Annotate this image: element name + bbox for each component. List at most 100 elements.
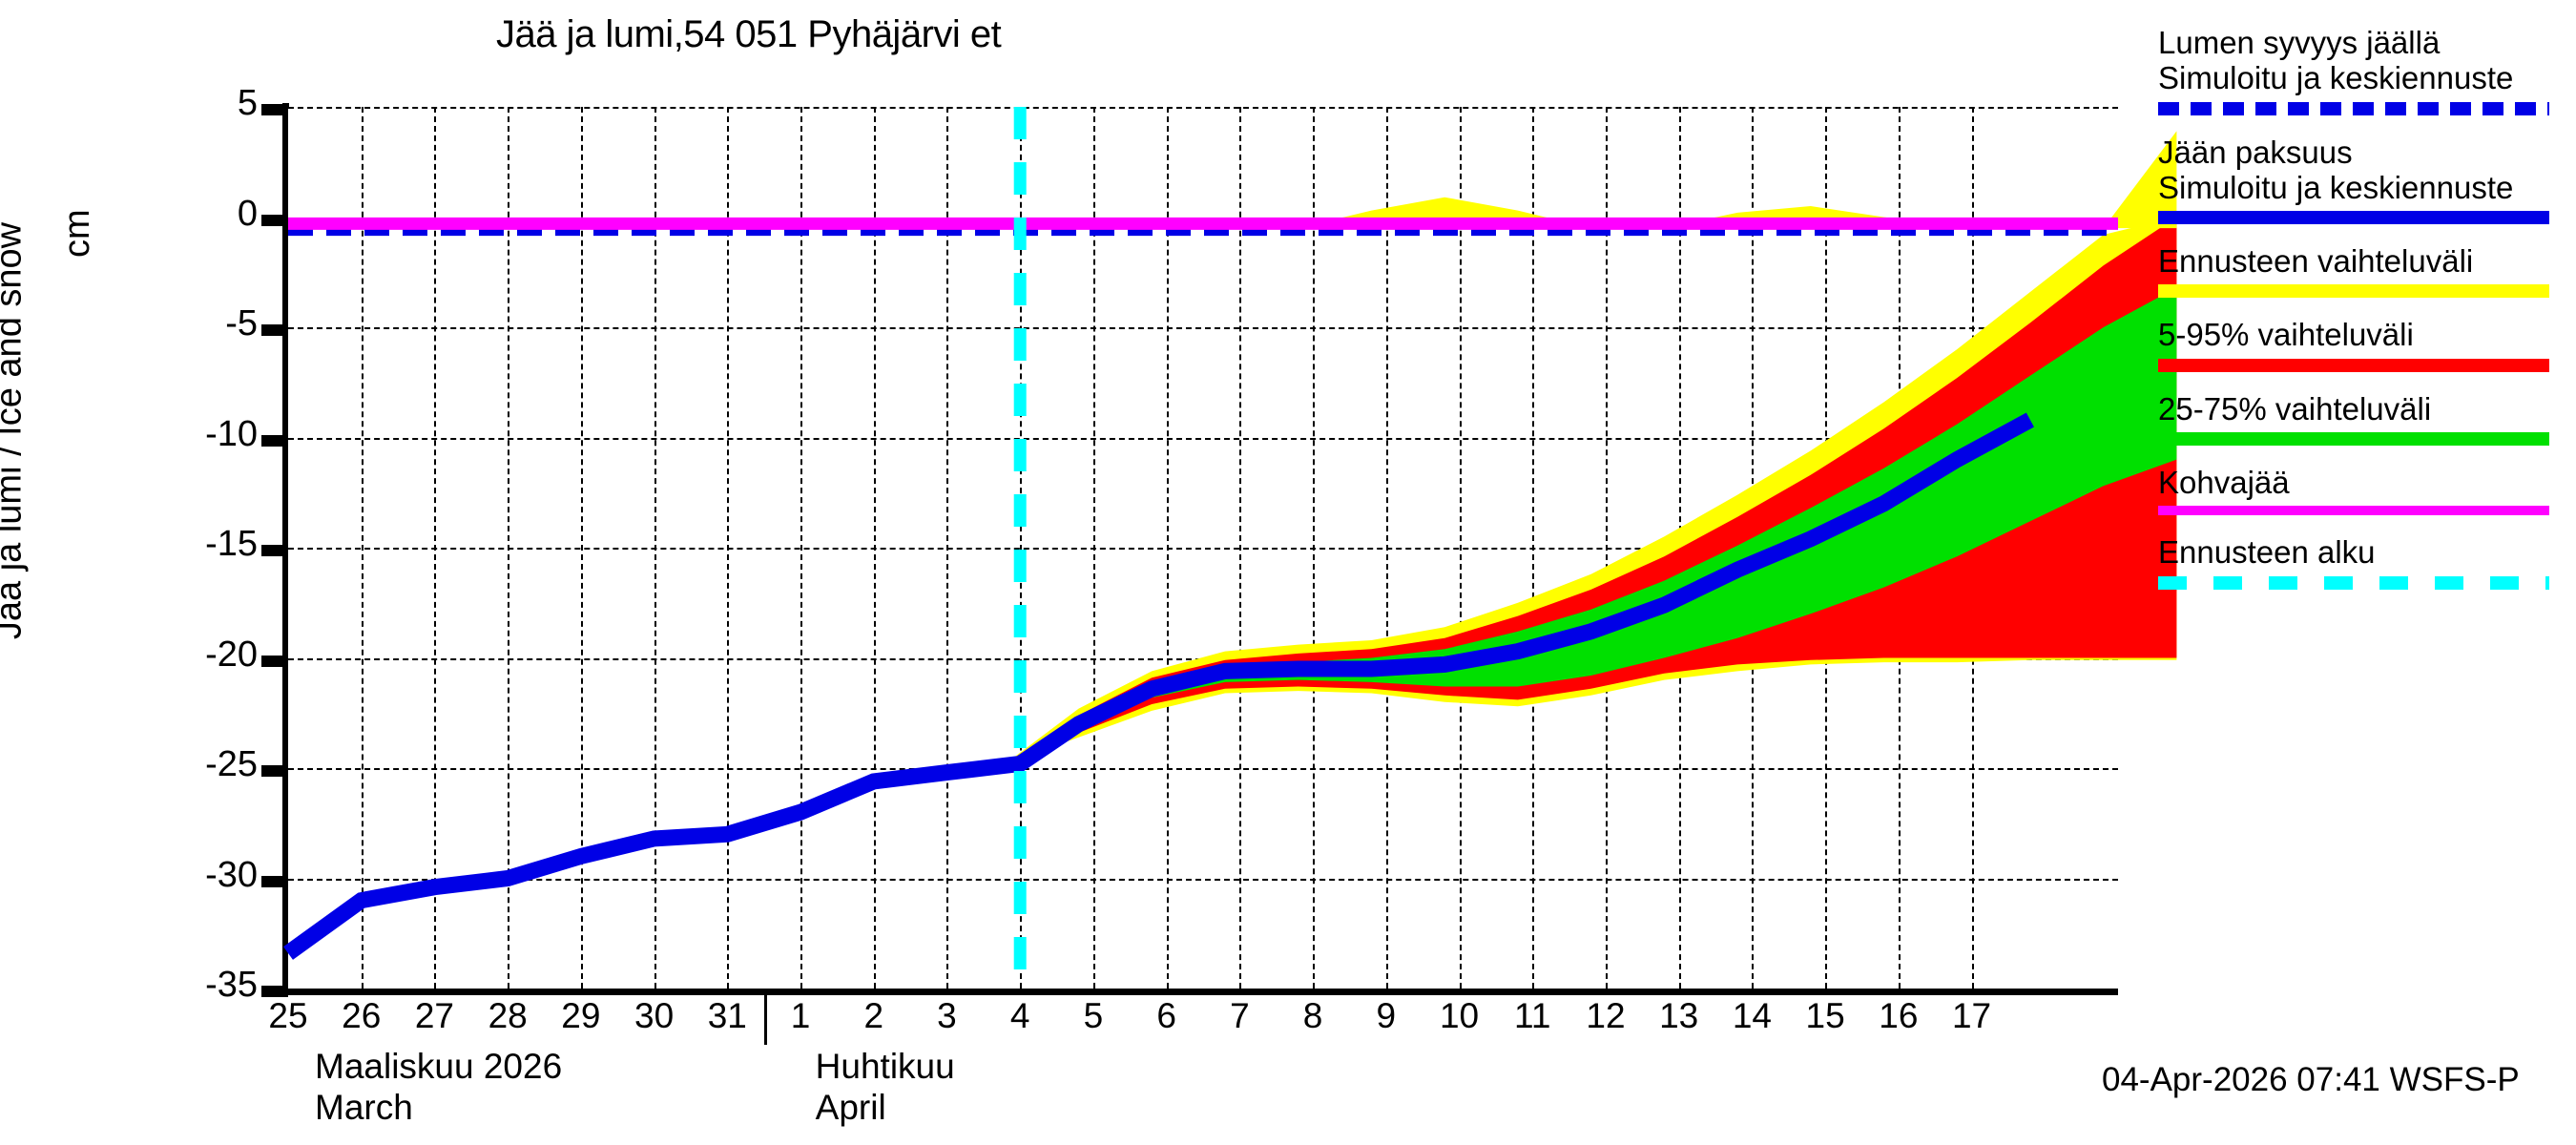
y-axis-unit: cm: [57, 209, 97, 258]
gridline-horizontal: [288, 548, 2118, 550]
legend-item-title: Ennusteen alku: [2158, 534, 2376, 571]
forecast-band-3: [1005, 131, 2177, 229]
month-label: Maaliskuu 2026 March: [315, 1047, 562, 1128]
gridline-vertical: [361, 107, 364, 989]
legend-item: Lumen syvyys jäällä Simuloitu ja keskienn…: [2158, 25, 2568, 115]
forecast-band-2: [1005, 287, 2177, 764]
x-tick-label: 10: [1439, 996, 1480, 1035]
y-axis-label: Jää ja lumi / Ice and snow: [0, 221, 30, 640]
legend-swatch-blue: [2158, 211, 2549, 225]
month-separator: [763, 995, 767, 1045]
y-tick: [261, 765, 288, 777]
gridline-vertical: [1092, 107, 1095, 989]
legend-item: Jään paksuus Simuloitu ja keskiennuste: [2158, 135, 2568, 225]
legend-item: 5-95% vaihteluväli: [2158, 317, 2568, 372]
x-tick-label: 8: [1302, 996, 1323, 1035]
legend-swatch-cyan-dash: [2158, 575, 2549, 590]
plot-area: [283, 107, 2177, 989]
legend-swatch-green: [2158, 431, 2549, 446]
x-tick-label: 6: [1156, 996, 1176, 1035]
x-tick-label: 30: [634, 996, 675, 1035]
gridline-horizontal: [288, 327, 2118, 329]
x-tick-label: 26: [342, 996, 382, 1035]
y-tick-label: -15: [205, 524, 258, 564]
x-tick-label: 17: [1951, 996, 1992, 1035]
legend-item: Kohvajää: [2158, 464, 2568, 516]
gridline-horizontal: [288, 768, 2118, 770]
x-tick-label: 12: [1586, 996, 1626, 1035]
month-label-en: April: [815, 1087, 886, 1127]
y-tick: [261, 324, 288, 336]
y-tick: [261, 986, 288, 997]
x-tick-label: 14: [1732, 996, 1772, 1035]
gridline-vertical: [434, 107, 437, 989]
gridline-vertical: [800, 107, 803, 989]
y-tick-label: -25: [205, 744, 258, 784]
y-tick-label: 5: [237, 83, 258, 123]
y-tick: [261, 104, 288, 115]
x-tick-label: 4: [1009, 996, 1030, 1035]
legend-swatch-blue-dash: [2158, 101, 2549, 115]
gridline-vertical: [1459, 107, 1462, 989]
y-tick-label: -30: [205, 854, 258, 895]
x-tick-label: 2: [863, 996, 884, 1035]
gridline-vertical: [873, 107, 876, 989]
legend-item-subtitle: Simuloitu ja keskiennuste: [2158, 60, 2514, 96]
month-label-fi: Huhtikuu: [815, 1047, 955, 1086]
gridline-horizontal: [288, 437, 2118, 440]
y-tick: [261, 214, 288, 226]
gridline-vertical: [1385, 107, 1388, 989]
forecast-band-1: [1005, 217, 2177, 764]
x-tick-label: 9: [1376, 996, 1397, 1035]
y-tick-label: 0: [237, 193, 258, 234]
y-tick-label: -5: [225, 303, 258, 344]
footer-timestamp: 04-Apr-2026 07:41 WSFS-P: [2102, 1061, 2520, 1098]
legend-item: 25-75% vaihteluväli: [2158, 391, 2568, 446]
x-tick-label: 31: [707, 996, 747, 1035]
gridline-horizontal: [288, 878, 2118, 881]
legend-item-title: 5-95% vaihteluväli: [2158, 317, 2414, 353]
gridline-vertical: [946, 107, 949, 989]
chart-legend: Lumen syvyys jäällä Simuloitu ja keskienn…: [2158, 25, 2568, 609]
x-tick-label: 1: [790, 996, 811, 1035]
gridline-vertical: [1605, 107, 1608, 989]
x-tick-label: 7: [1230, 996, 1250, 1035]
x-tick-label: 13: [1659, 996, 1699, 1035]
x-tick-label: 16: [1879, 996, 1919, 1035]
x-tick-label: 5: [1083, 996, 1104, 1035]
month-label: Huhtikuu April: [816, 1047, 955, 1128]
y-tick: [261, 655, 288, 667]
gridline-vertical: [1239, 107, 1242, 989]
gridline-vertical: [508, 107, 510, 989]
gridline-vertical: [1020, 107, 1023, 989]
page-title: Jää ja lumi,54 051 Pyhäjärvi et: [496, 13, 1002, 55]
x-tick-label: 15: [1805, 996, 1845, 1035]
legend-item-title: Kohvajää: [2158, 464, 2290, 500]
y-tick-label: -20: [205, 634, 258, 675]
x-tick-label: 27: [414, 996, 455, 1035]
x-tick-label: 28: [488, 996, 528, 1035]
gridline-vertical: [1532, 107, 1535, 989]
legend-swatch-magenta: [2158, 506, 2549, 516]
legend-item-title: Jään paksuus: [2158, 134, 2353, 170]
gridline-vertical: [1166, 107, 1169, 989]
legend-swatch-red: [2158, 358, 2549, 372]
legend-item: Ennusteen vaihteluväli: [2158, 243, 2568, 299]
legend-item-subtitle: Simuloitu ja keskiennuste: [2158, 169, 2514, 205]
x-tick-label: 11: [1514, 996, 1551, 1035]
legend-item-title: Lumen syvyys jäällä: [2158, 25, 2441, 60]
ice-thickness-line: [283, 412, 2034, 960]
y-tick-label: -35: [205, 965, 258, 1005]
legend-swatch-yellow: [2158, 284, 2549, 299]
month-label-en: March: [315, 1087, 413, 1127]
x-tick-label: 29: [561, 996, 601, 1035]
gridline-vertical: [580, 107, 583, 989]
x-axis-line: [282, 989, 2118, 995]
y-tick: [261, 434, 288, 447]
month-label-fi: Maaliskuu 2026: [315, 1047, 563, 1086]
x-tick-label: 25: [268, 996, 308, 1035]
y-tick: [261, 875, 288, 887]
gridline-vertical: [727, 107, 730, 989]
gridline-vertical: [1313, 107, 1316, 989]
